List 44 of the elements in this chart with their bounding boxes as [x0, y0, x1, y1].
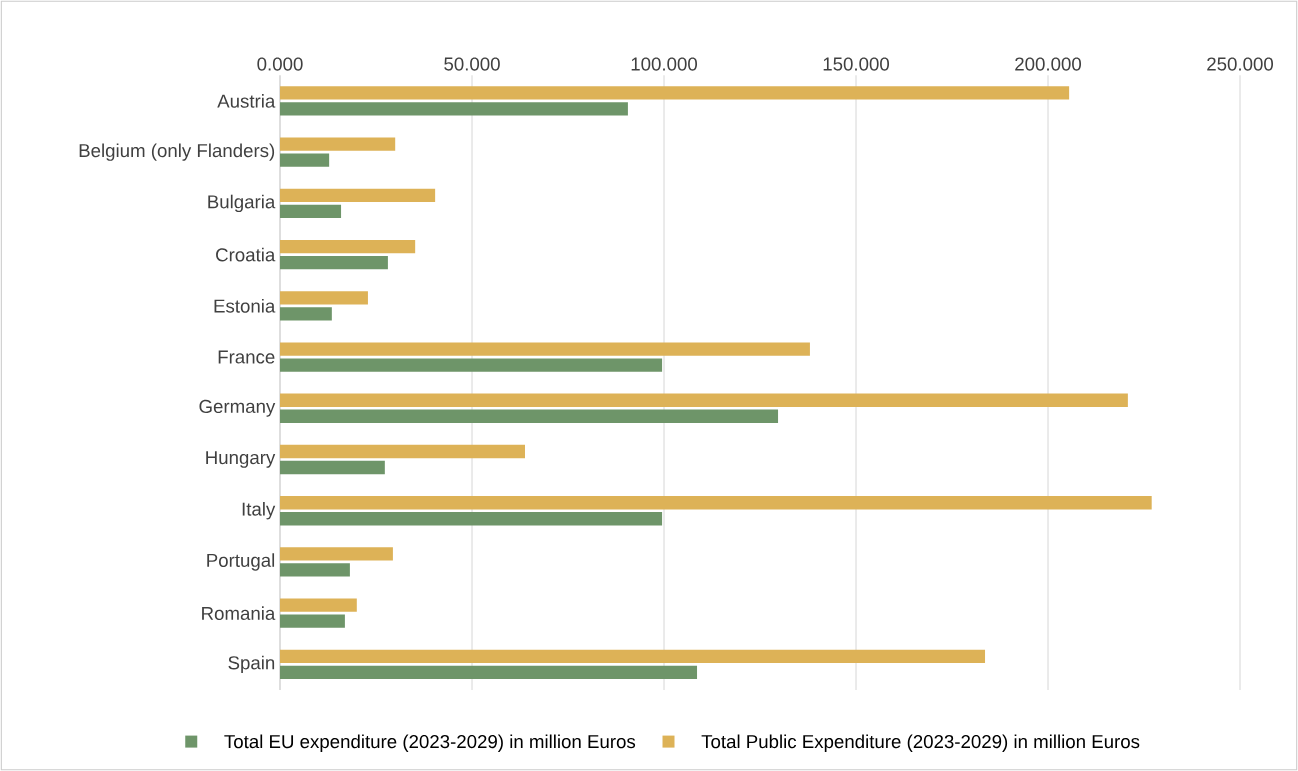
bar [280, 393, 1128, 407]
bar [280, 255, 388, 270]
y-tick-label: Italy [242, 502, 276, 520]
bar [280, 512, 663, 526]
y-tick-label: France [218, 350, 275, 364]
bar [280, 342, 810, 356]
bar [280, 188, 436, 203]
bar [280, 239, 416, 254]
y-tick-label: Germany [199, 399, 276, 417]
y-tick-label: Bulgaria [208, 194, 276, 213]
y-tick-label: Austria [217, 94, 276, 108]
bar [280, 86, 1070, 100]
x-tick-label: 50.000 [444, 57, 500, 71]
bar [280, 204, 342, 219]
bar [280, 563, 350, 577]
bar [280, 460, 385, 475]
x-tick-label: 100.000 [631, 57, 698, 71]
legend-label: Total EU expenditure (2023-2029) in million Euros [224, 734, 636, 752]
bar [280, 665, 698, 680]
x-tick-label: 200.000 [1015, 57, 1082, 71]
y-tick-label: Spain [228, 655, 275, 674]
bar [280, 153, 330, 167]
bar [280, 444, 525, 459]
bar [280, 598, 357, 612]
y-tick-label: Croatia [216, 247, 276, 262]
legend-label: Total Public Expenditure (2023-2029) in million Euros [701, 734, 1140, 752]
bar [280, 358, 663, 372]
y-tick-label: Portugal [207, 553, 275, 571]
bar [280, 614, 345, 628]
y-tick-label: Estonia [214, 298, 276, 313]
bar [280, 307, 332, 321]
bar [280, 102, 628, 116]
y-tick-label: Hungary [206, 451, 276, 468]
bar [280, 409, 779, 423]
y-tick-label: Belgium (only Flanders) [79, 143, 275, 161]
bar [280, 137, 396, 151]
bar [280, 649, 986, 664]
y-tick-label: Romania [202, 606, 276, 621]
x-tick-label: 150.000 [823, 57, 890, 71]
bar [280, 291, 368, 305]
bar [280, 547, 393, 561]
bar [280, 496, 1152, 510]
x-tick-label: 250.000 [1207, 57, 1274, 71]
x-tick-label: 0.000 [257, 57, 303, 71]
